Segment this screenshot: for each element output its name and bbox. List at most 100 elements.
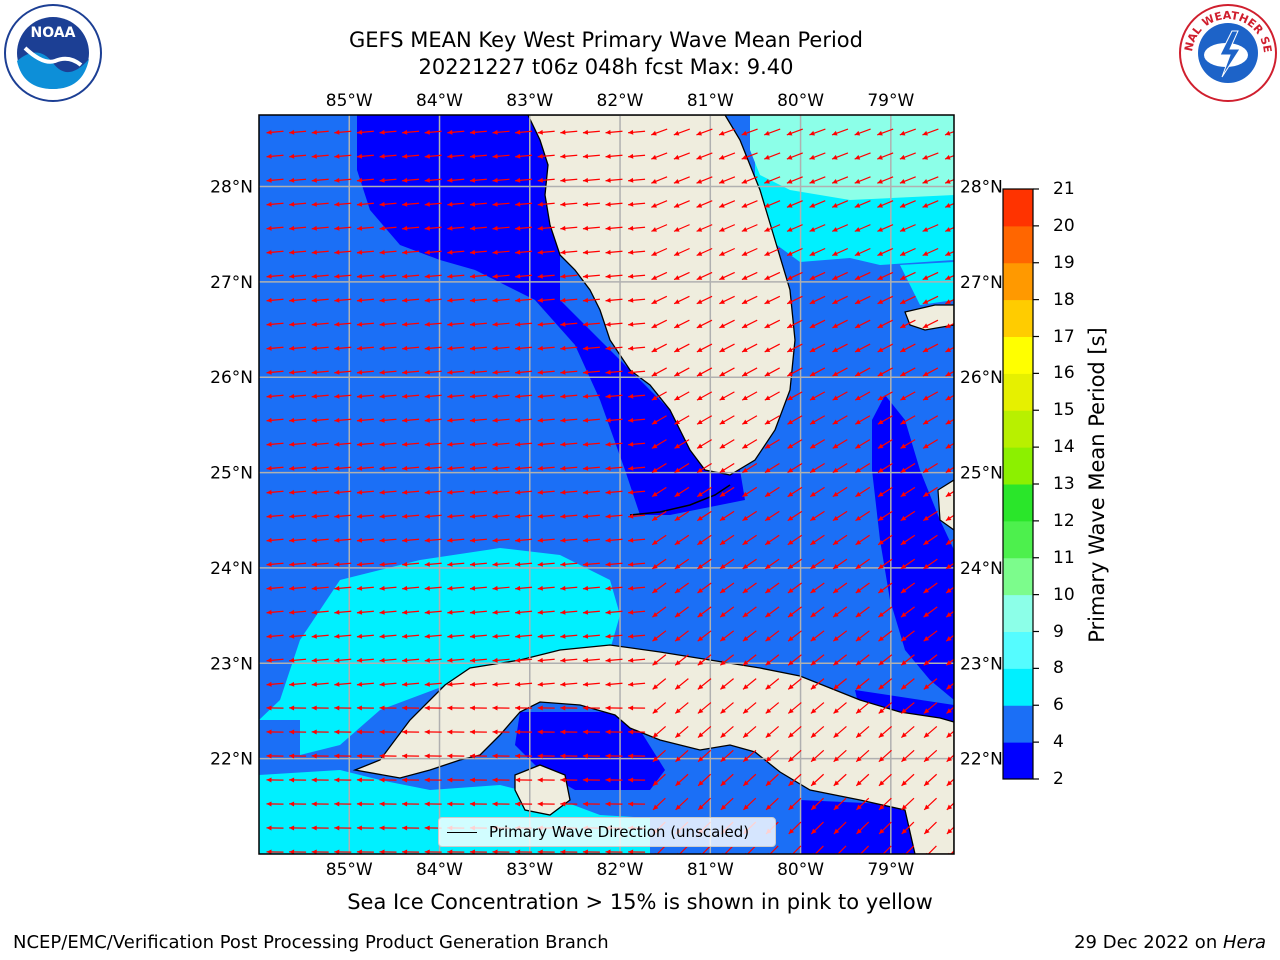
- wave-arrow-head: [424, 441, 430, 447]
- wave-arrow-head: [311, 345, 317, 351]
- wave-arrow-head: [582, 201, 589, 207]
- wave-arrow-head: [311, 417, 317, 423]
- wave-arrow-head: [469, 153, 476, 159]
- wave-arrow-head: [379, 849, 385, 854]
- wave-arrow-head: [560, 801, 566, 807]
- wave-arrow-head: [674, 299, 680, 304]
- wave-arrow-head: [877, 419, 884, 425]
- wave-arrow-head: [266, 729, 272, 735]
- wave-arrow-head: [652, 684, 659, 690]
- wave-arrow-head: [832, 323, 838, 328]
- wave-arrow-head: [424, 417, 430, 423]
- wave-arrow-head: [741, 227, 748, 232]
- wave-arrow-head: [469, 273, 476, 279]
- wave-arrow-head: [697, 588, 704, 593]
- wave-arrow-head: [899, 178, 906, 184]
- wave-arrow-head: [266, 201, 272, 207]
- wave-arrow-head: [946, 636, 952, 642]
- lat-label-right: 24°N: [960, 559, 1003, 579]
- wave-arrow-head: [447, 153, 453, 159]
- wave-arrow-head: [334, 849, 340, 854]
- wave-arrow-head: [877, 395, 884, 401]
- wave-arrow-head: [492, 801, 498, 807]
- wave-arrow-head: [469, 441, 476, 447]
- footer-date-text: 29 Dec 2022 on: [1074, 932, 1223, 953]
- wave-arrow-head: [719, 347, 726, 352]
- wave-arrow-head: [811, 756, 817, 762]
- wave-arrow-head: [628, 513, 634, 519]
- wave-arrow-head: [719, 395, 726, 401]
- lon-label-bottom: 81°W: [687, 860, 734, 880]
- wave-arrow-head: [311, 273, 317, 279]
- wave-arrow-head: [786, 154, 793, 160]
- wave-arrow-head: [537, 249, 543, 255]
- wave-arrow-head: [832, 467, 839, 473]
- lat-label-left: 26°N: [210, 368, 253, 388]
- wave-arrow-head: [447, 345, 453, 351]
- wave-arrow-head: [605, 609, 611, 615]
- wave-arrow-head: [334, 681, 340, 687]
- wave-arrow-head: [833, 708, 839, 714]
- wave-arrow-head: [855, 612, 862, 618]
- wave-arrow-head: [605, 513, 611, 519]
- wave-arrow-head: [854, 275, 861, 280]
- wave-arrow-head: [492, 705, 498, 711]
- wave-arrow-head: [674, 515, 681, 521]
- wave-arrow-head: [289, 393, 295, 399]
- wave-arrow-head: [605, 345, 611, 351]
- wave-arrow-head: [582, 681, 589, 687]
- wave-arrow-head: [605, 729, 611, 735]
- colorbar-segment: [1003, 447, 1033, 485]
- wave-arrow-head: [356, 513, 363, 519]
- wave-arrow-head: [901, 660, 907, 666]
- wave-arrow-head: [651, 130, 657, 136]
- wave-arrow-head: [356, 441, 363, 447]
- wave-arrow-head: [515, 129, 521, 135]
- wave-arrow-head: [787, 251, 793, 256]
- wave-arrow-head: [811, 804, 817, 810]
- wave-arrow-head: [720, 684, 726, 690]
- wave-arrow-head: [628, 393, 634, 399]
- colorbar-tick-label: 4: [1053, 732, 1064, 753]
- wave-arrow-head: [379, 825, 385, 831]
- wave-arrow-head: [742, 371, 748, 377]
- wave-arrow-head: [560, 441, 566, 447]
- wave-arrow-head: [582, 849, 588, 854]
- wave-arrow-head: [356, 657, 363, 663]
- wave-arrow-head: [492, 201, 498, 207]
- wave-arrow-head: [379, 657, 385, 663]
- wave-arrow-head: [402, 489, 408, 495]
- wave-arrow-head: [334, 441, 340, 447]
- wave-arrow-head: [674, 612, 681, 618]
- wave-arrow-head: [697, 563, 703, 569]
- wave-arrow-head: [787, 275, 793, 280]
- wave-arrow-head: [674, 419, 681, 425]
- wave-arrow-head: [515, 777, 521, 783]
- wave-arrow-head: [675, 660, 681, 666]
- wave-arrow-head: [311, 729, 317, 735]
- wave-arrow-head: [605, 777, 611, 783]
- colorbar-segment: [1003, 299, 1033, 337]
- wave-arrow-head: [810, 708, 817, 714]
- wave-arrow-head: [878, 660, 885, 666]
- wave-arrow-head: [765, 539, 771, 545]
- wave-arrow-head: [833, 828, 840, 834]
- wave-arrow-head: [447, 753, 453, 759]
- wave-arrow-head: [311, 561, 317, 567]
- wave-arrow-head: [764, 178, 770, 184]
- wave-arrow-head: [515, 441, 521, 447]
- wave-arrow-head: [311, 585, 317, 591]
- wave-arrow-head: [334, 369, 340, 375]
- wave-arrow-head: [447, 297, 453, 303]
- wave-arrow-head: [854, 178, 861, 184]
- wave-arrow-head: [810, 684, 817, 690]
- wave-arrow-head: [878, 708, 885, 714]
- wave-arrow-shaft: [769, 845, 779, 854]
- wave-arrow-head: [424, 249, 430, 255]
- wave-arrow-head: [266, 345, 272, 351]
- wave-arrow-head: [334, 633, 340, 639]
- wave-arrow-head: [605, 273, 611, 279]
- nws-logo: NATIONAL WEATHER SERVICE: [1178, 3, 1277, 102]
- wave-arrow-head: [878, 539, 884, 545]
